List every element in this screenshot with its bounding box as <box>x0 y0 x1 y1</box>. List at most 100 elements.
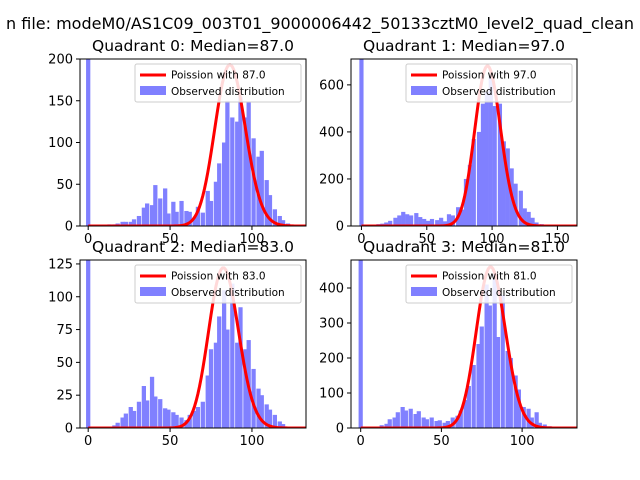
y-tick-label: 150 <box>48 94 73 109</box>
histogram-bar <box>471 365 476 428</box>
histogram-bar <box>243 349 248 428</box>
histogram-bar <box>495 337 500 428</box>
legend-label-poisson: Poission with 81.0 <box>442 271 537 283</box>
histogram-bar <box>86 260 91 428</box>
histogram-bar <box>171 412 176 428</box>
histogram-bar <box>141 386 146 428</box>
histogram-bar <box>409 215 414 226</box>
legend: Poission with 97.0 Observed distribution <box>405 63 573 103</box>
poisson-curve <box>88 63 306 226</box>
histogram-bar <box>439 217 444 226</box>
histogram-bar <box>174 211 179 226</box>
histogram-bar <box>120 221 125 226</box>
histogram-bar <box>208 349 214 428</box>
histogram-bar <box>471 138 476 226</box>
histogram-bar <box>484 91 489 226</box>
histogram-bar <box>86 59 91 226</box>
histogram-bar <box>243 117 248 226</box>
y-tick-label: 100 <box>319 387 344 402</box>
y-tick-label: 200 <box>319 172 344 187</box>
histogram-bar <box>476 344 481 428</box>
histogram-bar <box>501 141 506 226</box>
histogram-bar <box>434 421 439 428</box>
histogram-bar <box>424 419 429 428</box>
y-tick-label: 100 <box>48 290 73 305</box>
histogram-bar <box>166 213 171 226</box>
histogram-bar <box>450 215 455 226</box>
histogram-bar <box>400 407 405 428</box>
histogram-bar <box>259 150 264 226</box>
y-tick-label: 0 <box>336 422 344 437</box>
y-tick-label: 50 <box>56 356 73 371</box>
y-tick-label: 50 <box>56 178 73 193</box>
histogram-bar <box>131 410 137 428</box>
histogram-bar <box>384 423 389 428</box>
histogram-bar <box>145 203 150 226</box>
y-tick-label: 125 <box>48 257 73 272</box>
histogram-bar <box>195 407 201 428</box>
histogram-bar <box>179 417 184 428</box>
histogram-bar <box>149 205 155 226</box>
histogram-bar <box>425 220 431 226</box>
histogram-bar <box>163 408 168 428</box>
x-tick-label: 100 <box>240 232 265 247</box>
histogram-bar <box>492 106 497 226</box>
histogram-bar <box>421 417 426 428</box>
histogram-bar <box>414 213 419 226</box>
histogram-bar <box>225 329 230 428</box>
histogram-bar <box>280 220 286 226</box>
histogram-bar <box>205 190 210 226</box>
histogram-bar <box>184 210 189 226</box>
histogram-bar <box>497 103 503 226</box>
histogram-bar <box>200 401 205 428</box>
histogram-bar <box>264 180 269 226</box>
histogram-bar <box>437 420 442 428</box>
legend-label-observed: Observed distribution <box>171 287 285 299</box>
histogram-bar <box>123 221 128 226</box>
histogram-bar <box>358 260 363 428</box>
y-tick-label: 400 <box>319 282 344 297</box>
histogram-bar <box>230 283 235 428</box>
histogram-bar <box>272 414 278 428</box>
histogram-bar <box>246 102 251 226</box>
histogram-bar <box>187 414 192 428</box>
histogram-bar <box>256 388 261 428</box>
histogram-bar <box>192 410 197 428</box>
histogram-bar <box>128 221 133 226</box>
y-tick-label: 25 <box>56 389 73 404</box>
histogram-bar <box>513 375 518 428</box>
histogram-bar <box>195 206 201 226</box>
x-tick-label: 0 <box>357 434 365 449</box>
histogram-bar <box>158 399 163 428</box>
histogram-bar <box>534 412 539 428</box>
histogram-bar <box>213 181 219 226</box>
legend: Poission with 83.0 Observed distribution <box>134 264 302 304</box>
subplot-quadrant-1: 0 50 100 150 0 200 400 600 Quadrant 1: Median=97… <box>319 37 578 247</box>
histogram-bar <box>459 209 465 226</box>
histogram-bar <box>384 222 389 226</box>
legend-bar-swatch <box>411 86 437 95</box>
histogram-bar <box>458 410 463 428</box>
histogram-bar <box>153 396 158 428</box>
histogram-bar <box>526 211 531 226</box>
histogram-bar <box>192 217 197 226</box>
histogram-bar <box>397 215 402 226</box>
histogram-bar <box>238 307 243 428</box>
histogram-bar <box>516 389 521 428</box>
histogram-bar <box>537 422 542 428</box>
legend: Poission with 87.0 Observed distribution <box>134 63 302 103</box>
legend-label-poisson: Poission with 83.0 <box>171 271 266 283</box>
axes-frame <box>79 259 307 429</box>
histogram-bar <box>488 75 493 226</box>
histogram-bar <box>518 190 523 226</box>
axes-frame <box>350 259 578 429</box>
histogram-bar <box>429 417 434 428</box>
histogram-bar <box>484 284 489 428</box>
histogram-bar <box>235 342 240 428</box>
histogram-bar <box>217 163 222 226</box>
legend-label-poisson: Poission with 87.0 <box>171 70 266 82</box>
histogram-bar <box>200 212 205 226</box>
legend-bar-swatch <box>140 86 166 95</box>
subplot-quadrant-0: 0 50 100 0 50 100 150 200 Quadrant 0: Median=87.… <box>48 37 307 247</box>
histogram-bar <box>171 201 176 226</box>
